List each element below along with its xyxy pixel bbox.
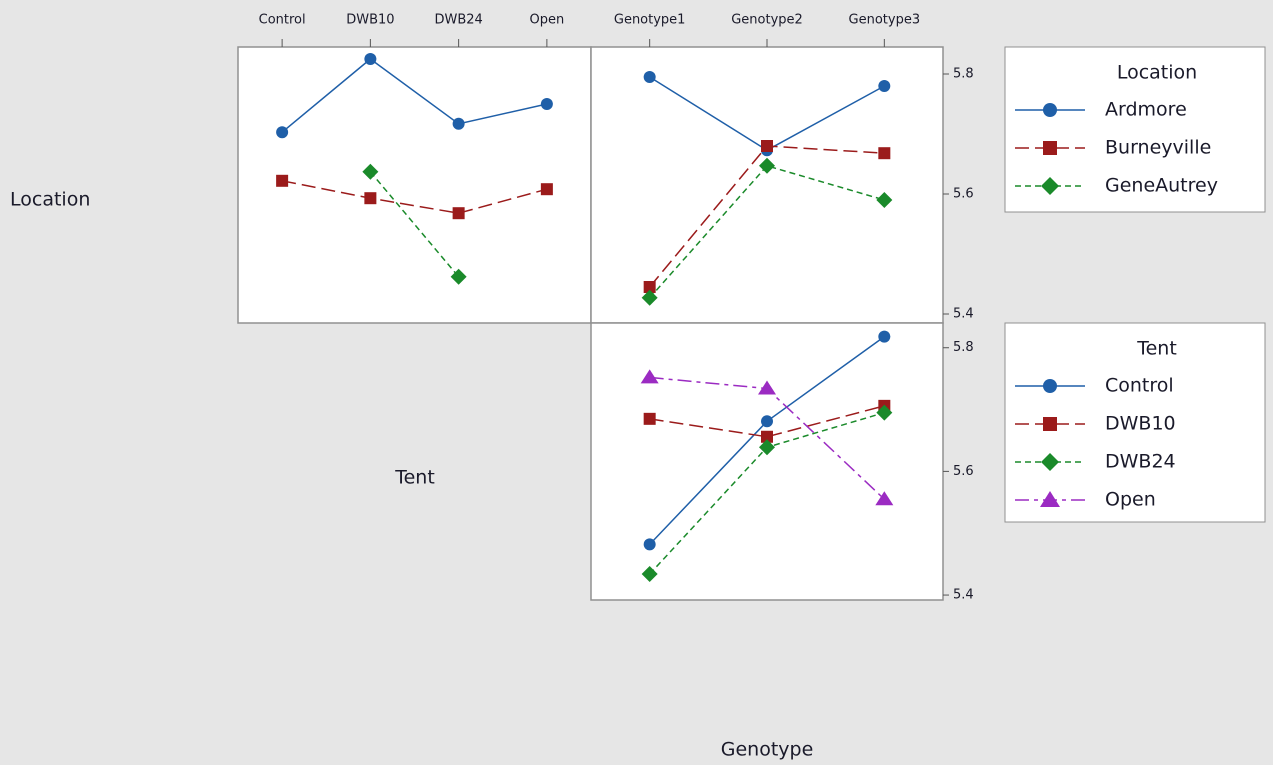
legend-title: Location	[1117, 62, 1197, 84]
marker	[641, 566, 658, 583]
y-tick-label: 5.4	[953, 588, 974, 603]
marker	[761, 415, 773, 428]
marker	[452, 207, 465, 220]
marker	[758, 380, 776, 395]
marker	[276, 126, 289, 139]
marker	[540, 98, 553, 110]
row-label: Location	[10, 189, 90, 211]
x-tick-label: DWB24	[434, 13, 482, 28]
legend-label: Control	[1105, 375, 1174, 397]
legend-marker	[1043, 103, 1057, 117]
x-tick-label: Control	[259, 13, 306, 28]
legend-label: GeneAutrey	[1105, 175, 1218, 197]
x-tick-label: Genotype2	[731, 13, 803, 28]
marker	[641, 289, 658, 306]
legend-label: Ardmore	[1105, 99, 1187, 121]
marker	[540, 183, 553, 196]
marker	[643, 281, 656, 293]
x-tick-label: Genotype1	[614, 13, 686, 28]
marker	[643, 71, 656, 83]
marker	[876, 192, 893, 208]
legend-label: DWB24	[1105, 451, 1176, 473]
marker	[362, 163, 379, 180]
x-tick-label: Genotype3	[849, 13, 921, 28]
marker	[878, 80, 891, 92]
marker	[450, 268, 467, 285]
series-line	[281, 180, 548, 214]
legend-title: Tent	[1136, 338, 1177, 360]
row-label: Tent	[394, 467, 435, 489]
marker	[364, 192, 377, 205]
series-line	[369, 171, 460, 278]
marker	[643, 538, 656, 551]
y-tick-label: 5.6	[953, 187, 974, 202]
legend-marker	[1041, 177, 1059, 195]
marker	[276, 174, 289, 187]
marker	[759, 439, 775, 456]
x-tick-label: DWB10	[346, 13, 394, 28]
legend-label: Burneyville	[1105, 137, 1211, 159]
marker	[876, 404, 893, 421]
legend-marker	[1043, 141, 1057, 155]
legend-marker	[1043, 379, 1057, 393]
y-tick-label: 5.8	[953, 67, 974, 82]
y-tick-label: 5.6	[953, 464, 974, 479]
legend-marker	[1043, 417, 1057, 431]
marker	[878, 147, 891, 160]
y-tick-label: 5.8	[953, 340, 974, 355]
series-line	[281, 58, 548, 133]
marker	[875, 491, 894, 506]
marker	[364, 53, 377, 65]
marker	[452, 117, 465, 130]
marker	[878, 330, 891, 343]
plot-area	[590, 46, 944, 324]
x-tick-label: Open	[530, 13, 565, 28]
marker	[643, 412, 656, 425]
marker	[761, 430, 773, 443]
marker	[761, 140, 773, 152]
plot-area	[237, 46, 592, 324]
legend-marker	[1040, 491, 1060, 507]
y-tick-label: 5.4	[953, 307, 974, 322]
marker	[759, 157, 775, 174]
plot-area	[590, 322, 944, 601]
legend-label: DWB10	[1105, 413, 1176, 435]
column-label: Genotype	[721, 739, 814, 761]
legend-marker	[1041, 453, 1059, 471]
marker	[640, 369, 659, 384]
legend-label: Open	[1105, 489, 1156, 511]
